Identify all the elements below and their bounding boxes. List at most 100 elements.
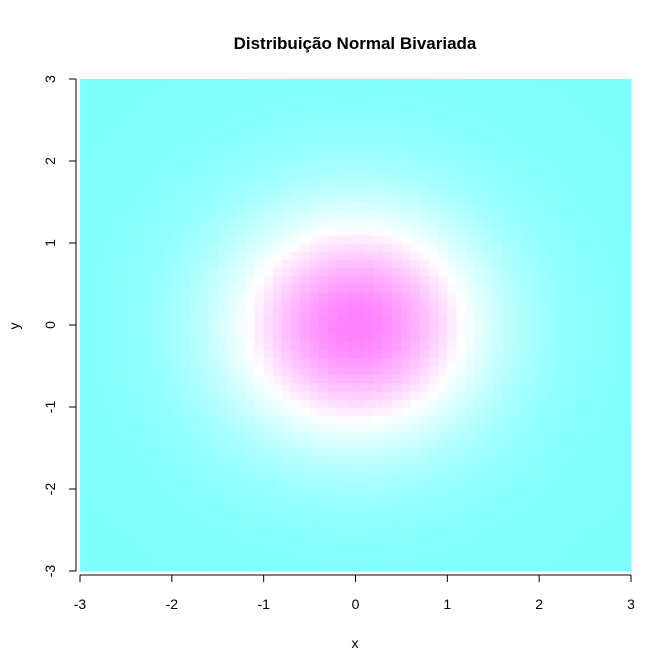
heatmap-cell xyxy=(539,325,549,334)
heatmap-cell xyxy=(474,259,485,269)
heatmap-cell xyxy=(401,111,412,121)
heatmap-cell xyxy=(575,300,586,310)
heatmap-cell xyxy=(383,218,393,228)
heatmap-cell xyxy=(373,234,384,244)
heatmap-cell xyxy=(456,497,467,506)
heatmap-cell xyxy=(502,193,513,203)
heatmap-cell xyxy=(318,390,329,400)
heatmap-cell xyxy=(226,423,237,433)
heatmap-cell xyxy=(199,177,210,187)
heatmap-cell xyxy=(383,423,393,433)
heatmap-cell xyxy=(217,210,228,219)
heatmap-cell xyxy=(135,472,145,482)
heatmap-cell xyxy=(254,349,265,359)
heatmap-cell xyxy=(98,136,109,146)
heatmap-cell xyxy=(245,390,256,400)
heatmap-cell xyxy=(171,161,182,170)
heatmap-cell xyxy=(318,333,329,342)
heatmap-cell xyxy=(493,111,504,121)
heatmap-cell xyxy=(603,185,614,195)
heatmap-cell xyxy=(392,489,403,498)
heatmap-cell xyxy=(419,497,430,506)
heatmap-cell xyxy=(217,374,228,383)
heatmap-cell xyxy=(603,169,614,178)
heatmap-cell xyxy=(474,398,485,408)
heatmap-cell xyxy=(181,513,191,523)
heatmap-cell xyxy=(171,398,182,408)
heatmap-cell xyxy=(603,161,614,170)
heatmap-cell xyxy=(116,218,127,228)
heatmap-cell xyxy=(401,316,412,326)
heatmap-cell xyxy=(621,448,632,457)
heatmap-cell xyxy=(428,415,439,424)
heatmap-cell xyxy=(520,333,531,342)
heatmap-cell xyxy=(484,218,494,228)
heatmap-cell xyxy=(539,546,549,556)
heatmap-cell xyxy=(217,193,228,203)
heatmap-cell xyxy=(456,357,467,367)
heatmap-cell xyxy=(548,128,559,137)
heatmap-cell xyxy=(291,439,301,449)
heatmap-cell xyxy=(300,95,311,105)
heatmap-cell xyxy=(364,202,375,211)
heatmap-cell xyxy=(236,538,246,547)
heatmap-cell xyxy=(272,234,283,244)
heatmap-cell xyxy=(98,398,109,408)
heatmap-cell xyxy=(401,423,412,433)
heatmap-cell xyxy=(575,505,586,515)
heatmap-cell xyxy=(557,243,568,252)
heatmap-cell xyxy=(364,489,375,498)
heatmap-cell xyxy=(447,87,458,96)
heatmap-cell xyxy=(318,472,329,482)
heatmap-cell xyxy=(364,169,375,178)
heatmap-cell xyxy=(181,357,191,367)
heatmap-cell xyxy=(493,177,504,187)
heatmap-cell xyxy=(548,390,559,400)
heatmap-cell xyxy=(116,456,127,465)
heatmap-cell xyxy=(309,120,320,129)
heatmap-cell xyxy=(80,300,90,310)
heatmap-cell xyxy=(236,382,246,392)
heatmap-cell xyxy=(144,456,155,465)
heatmap-cell xyxy=(373,79,384,88)
heatmap-cell xyxy=(254,95,265,105)
heatmap-cell xyxy=(621,366,632,375)
heatmap-cell xyxy=(346,161,357,170)
heatmap-cell xyxy=(181,202,191,211)
heatmap-cell xyxy=(383,103,393,113)
heatmap-cell xyxy=(199,120,210,129)
heatmap-cell xyxy=(309,415,320,424)
heatmap-cell xyxy=(493,349,504,359)
heatmap-cell xyxy=(373,382,384,392)
heatmap-cell xyxy=(511,226,522,236)
heatmap-cell xyxy=(566,349,577,359)
heatmap-cell xyxy=(309,505,320,515)
heatmap-cell xyxy=(107,95,118,105)
heatmap-cell xyxy=(428,275,439,285)
heatmap-cell xyxy=(548,210,559,219)
heatmap-cell xyxy=(465,464,476,474)
heatmap-cell xyxy=(107,456,118,465)
heatmap-cell xyxy=(116,300,127,310)
heatmap-cell xyxy=(465,202,476,211)
heatmap-cell xyxy=(428,226,439,236)
heatmap-cell xyxy=(245,382,256,392)
heatmap-cell xyxy=(190,554,200,564)
heatmap-cell xyxy=(364,333,375,342)
heatmap-cell xyxy=(410,103,421,113)
heatmap-cell xyxy=(89,554,99,564)
heatmap-cell xyxy=(318,95,329,105)
heatmap-cell xyxy=(502,325,513,334)
heatmap-cell xyxy=(300,357,311,367)
heatmap-cell xyxy=(226,497,237,506)
heatmap-cell xyxy=(410,431,421,441)
heatmap-cell xyxy=(98,79,109,88)
heatmap-cell xyxy=(318,480,329,490)
heatmap-cell xyxy=(226,300,237,310)
heatmap-cell xyxy=(465,103,476,113)
heatmap-cell xyxy=(272,169,283,178)
heatmap-cell xyxy=(116,79,127,88)
heatmap-cell xyxy=(557,152,568,162)
heatmap-cell xyxy=(80,349,90,359)
heatmap-cell xyxy=(493,87,504,96)
